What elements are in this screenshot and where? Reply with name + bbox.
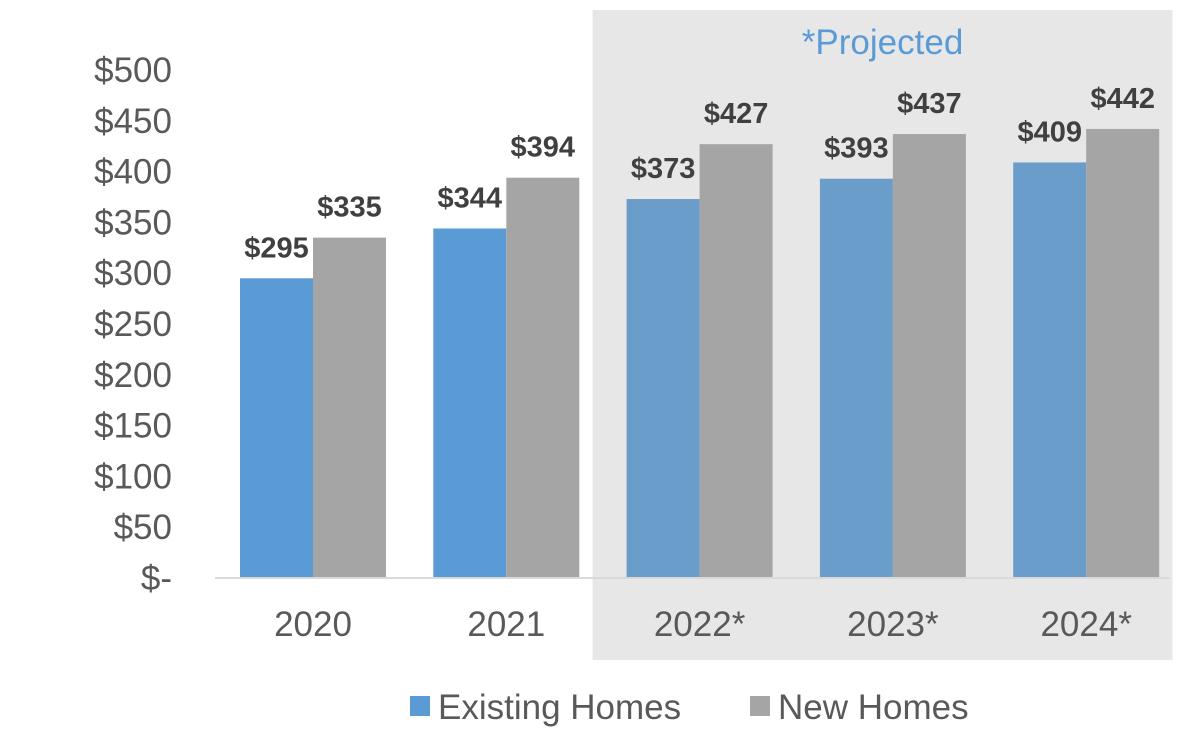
y-tick-label: $200 (94, 356, 172, 395)
x-tick-label: 2021 (467, 605, 545, 644)
projected-label: *Projected (802, 23, 963, 62)
y-tick-label: $500 (94, 51, 172, 90)
y-tick-label: $100 (94, 457, 172, 496)
bar-new-homes-2021 (506, 177, 580, 579)
data-label: $437 (897, 88, 962, 120)
data-label: $335 (317, 192, 382, 224)
legend-swatch-new-homes (750, 696, 770, 716)
bar-existing-homes-2020 (240, 278, 313, 578)
legend-swatch-existing-homes (410, 696, 430, 716)
x-tick-label: 2023* (847, 605, 939, 644)
y-tick-label: $450 (94, 102, 172, 141)
data-label: $427 (704, 98, 769, 130)
bars (240, 128, 1160, 579)
data-label: $394 (511, 132, 576, 164)
data-label: $373 (631, 153, 696, 185)
data-label: $344 (438, 182, 503, 214)
bar-new-homes-2024 (1086, 128, 1160, 579)
data-label: $409 (1017, 116, 1082, 148)
y-tick-label: $400 (94, 153, 172, 192)
y-tick-label: $150 (94, 407, 172, 446)
bar-existing-homes-2023 (819, 178, 893, 578)
data-labels: $295$335 $344$394 $373$427 $393$437 $409$442 (244, 83, 1155, 264)
data-label: $295 (244, 232, 309, 264)
bar-existing-homes-2024 (1013, 162, 1087, 578)
bar-existing-homes-2021 (433, 228, 507, 578)
bar-new-homes-2023 (892, 134, 966, 578)
data-label: $393 (824, 133, 889, 165)
bar-new-homes-2022 (699, 144, 773, 578)
y-tick-label: $300 (94, 254, 172, 293)
bar-existing-homes-2022 (626, 199, 700, 579)
data-label: $442 (1090, 83, 1155, 115)
legend-label-new-homes: New Homes (778, 688, 969, 727)
x-axis: 2020 2021 2022* 2023* 2024* (215, 577, 1170, 644)
y-tick-label: $350 (94, 203, 172, 242)
x-tick-label: 2024* (1040, 605, 1132, 644)
bar-new-homes-2020 (313, 237, 386, 578)
x-tick-label: 2020 (274, 605, 352, 644)
y-tick-label: $- (141, 559, 172, 598)
y-tick-label: $250 (94, 305, 172, 344)
legend-label-existing-homes: Existing Homes (438, 688, 681, 727)
legend: Existing Homes New Homes (410, 688, 969, 727)
x-tick-label: 2022* (654, 605, 746, 644)
y-axis: $- $50 $100 $150 $200 $250 $300 $350 $400 $450 $50… (94, 51, 172, 598)
y-tick-label: $50 (114, 508, 172, 547)
